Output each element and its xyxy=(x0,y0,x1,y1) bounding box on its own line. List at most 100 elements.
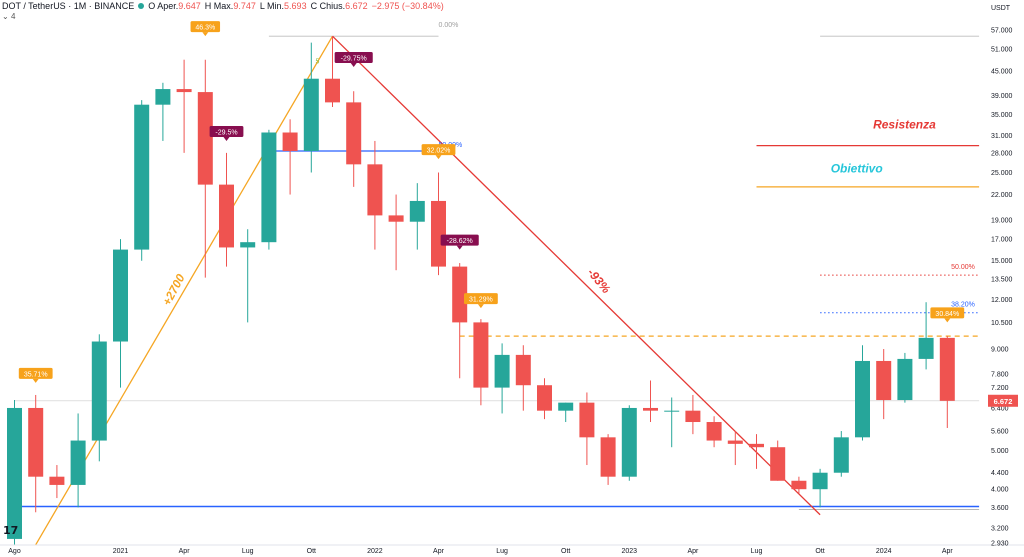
percent-badge: 31.29% xyxy=(464,293,498,309)
candle xyxy=(240,229,256,323)
candle xyxy=(7,400,22,545)
candle-body xyxy=(727,440,743,444)
chart-annotation-label: Resistenza xyxy=(873,118,936,132)
candle xyxy=(494,343,510,414)
percent-badge-pointer xyxy=(477,304,484,309)
chart-annotation-label: +2700 xyxy=(160,271,188,308)
candle-body xyxy=(388,215,404,222)
y-tick-label: 22.000 xyxy=(991,192,1013,199)
chart-annotation-label: 50.00% xyxy=(951,264,975,271)
percent-badge: 46.3% xyxy=(190,21,221,37)
percent-badge-text: 32.02% xyxy=(427,148,451,155)
candle-body xyxy=(431,200,446,267)
candle-body xyxy=(537,385,552,411)
y-tick-label: 4.000 xyxy=(991,487,1009,494)
candle-body xyxy=(494,354,510,388)
chart-annotation-label: 5 xyxy=(316,58,320,65)
tradingview-logo-icon: 17 xyxy=(3,524,19,537)
percent-badge: -29.75% xyxy=(334,52,373,68)
percent-badge-text: 30.84% xyxy=(935,311,959,318)
y-tick-label: 15.000 xyxy=(991,258,1013,265)
x-tick-label: 2022 xyxy=(367,548,383,555)
percent-badge: 32.02% xyxy=(421,144,456,160)
indicator-count: 4 xyxy=(10,12,16,21)
y-tick-label: 4.400 xyxy=(991,470,1009,477)
x-tick-label: Lug xyxy=(496,548,508,555)
x-tick-label: Ott xyxy=(561,548,570,555)
ohlc-low: L Min.5.693 xyxy=(259,1,307,11)
candle xyxy=(727,431,743,466)
percent-badge-text: 35.71% xyxy=(24,371,48,378)
candle-body xyxy=(706,422,722,441)
candle-body xyxy=(240,242,256,248)
percent-badge: -28.62% xyxy=(440,234,479,250)
candle xyxy=(579,392,595,466)
candle-body xyxy=(473,322,489,388)
y-tick-label: 5.000 xyxy=(991,448,1009,455)
market-status-icon xyxy=(138,3,145,9)
candle xyxy=(49,465,65,499)
candle-body xyxy=(134,104,150,250)
y-tick-label: 35.000 xyxy=(991,112,1013,119)
candle xyxy=(91,334,107,462)
symbol-label[interactable]: DOT / TetherUS · 1M · BINANCE xyxy=(2,1,135,11)
y-tick-label: 45.000 xyxy=(991,68,1013,75)
x-tick-label: Apr xyxy=(433,548,445,555)
candle xyxy=(303,42,319,173)
candle-body xyxy=(579,402,595,438)
candle xyxy=(452,263,468,379)
candle xyxy=(855,345,870,441)
candle-body xyxy=(49,476,65,485)
chart-header: DOT / TetherUS · 1M · BINANCE O Aper.9.6… xyxy=(2,1,444,11)
candle xyxy=(431,172,446,276)
plot-area: 0.00%50.00%50.00%38.20%ResistenzaObietti… xyxy=(7,21,980,545)
candle xyxy=(134,100,150,261)
percent-badge: 35.71% xyxy=(18,367,53,383)
candle xyxy=(113,239,128,388)
x-tick-label: 2024 xyxy=(876,548,892,555)
percent-badge-text: -29.5% xyxy=(215,129,237,136)
x-tick-label: Lug xyxy=(242,548,254,555)
current-price-tag-bg xyxy=(988,394,1018,407)
y-tick-label: 9.000 xyxy=(991,347,1009,354)
candle xyxy=(409,183,425,250)
candle-body xyxy=(833,437,849,473)
y-tick-label: 12.000 xyxy=(991,297,1013,304)
y-tick-label: 28.000 xyxy=(991,150,1013,157)
candle xyxy=(28,394,44,513)
candle xyxy=(812,468,828,508)
candle xyxy=(537,378,552,420)
x-tick-label: Apr xyxy=(942,548,954,555)
candle xyxy=(706,416,722,448)
percent-badge-text: 46.3% xyxy=(195,25,215,32)
percent-badge: 30.84% xyxy=(930,307,965,323)
candle-body xyxy=(70,440,86,485)
percent-badge-text: -28.62% xyxy=(447,238,473,245)
candle-body xyxy=(918,337,934,359)
y-tick-label: 3.200 xyxy=(991,525,1009,532)
y-tick-label: 5.600 xyxy=(991,429,1009,436)
candle xyxy=(749,434,764,469)
x-tick-label: Apr xyxy=(179,548,191,555)
candle-body xyxy=(558,402,574,411)
candle xyxy=(791,476,807,494)
candle xyxy=(621,405,637,481)
candle xyxy=(473,319,489,406)
candle-body xyxy=(261,132,277,243)
candle-body xyxy=(664,410,680,412)
candle-body xyxy=(219,184,234,248)
candle xyxy=(770,440,786,481)
candle xyxy=(219,152,234,267)
candle xyxy=(939,336,955,428)
candle xyxy=(600,434,616,485)
candle-body xyxy=(855,360,870,438)
percent-badge-bg xyxy=(190,21,221,33)
indicators-toggle[interactable]: ⌄ 4 xyxy=(2,12,15,21)
percent-badge-pointer xyxy=(202,32,209,37)
candle-body xyxy=(7,407,22,539)
candle-body xyxy=(409,200,425,222)
candle-body xyxy=(897,358,913,401)
candle-body xyxy=(643,407,658,411)
percent-badge-pointer xyxy=(350,63,357,68)
